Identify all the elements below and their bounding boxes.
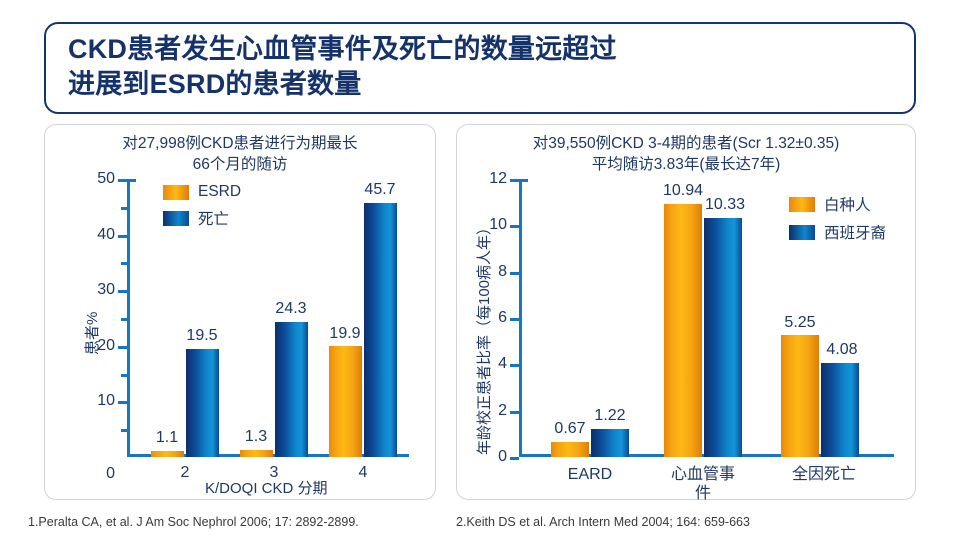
left-legend-label-esrd: ESRD xyxy=(198,183,242,200)
right-bar-label-white-cv: 10.94 xyxy=(662,182,704,199)
right-bar-label-hispanic-allcause: 4.08 xyxy=(826,341,858,358)
right-y-axis-title: 年龄校正患者比率（每100病人年） xyxy=(476,219,493,455)
right-bar-hispanic-cv xyxy=(704,217,742,457)
left-ytick-label-10: 10 xyxy=(97,392,115,410)
left-bar-label-esrd-stage3: 1.3 xyxy=(244,428,268,445)
left-ytick-50 xyxy=(118,179,127,182)
right-bar-white-allcause xyxy=(781,335,819,457)
right-ytick-label-10: 10 xyxy=(489,216,507,234)
right-cat-label-cv: 心血管事 件 xyxy=(671,465,735,503)
left-ytick-35 xyxy=(121,262,127,266)
left-chart-panel: 对27,998例CKD患者进行为期最长 66个月的随访 50 40 30 20 … xyxy=(44,124,436,500)
left-ytick-5 xyxy=(121,429,127,433)
right-chart-legend: 白种人 西班牙裔 xyxy=(789,193,886,249)
left-ytick-45 xyxy=(121,206,127,210)
right-bar-hispanic-allcause xyxy=(821,362,859,457)
right-cat-label-cv-line1: 心血管事 xyxy=(670,466,736,483)
left-ytick-label-40: 40 xyxy=(97,225,115,243)
left-bar-label-death-stage4: 45.7 xyxy=(364,181,396,198)
left-ytick-25 xyxy=(121,318,127,321)
right-bar-hispanic-eard xyxy=(591,428,629,457)
left-ytick-20 xyxy=(118,345,127,349)
left-legend-swatch-death xyxy=(163,210,189,226)
right-ytick-2 xyxy=(510,410,519,414)
left-y-axis-top-cap xyxy=(127,179,136,182)
right-ytick-8 xyxy=(510,271,519,275)
right-ytick-4 xyxy=(510,364,519,368)
right-chart-panel: 对39,550例CKD 3-4期的患者(Scr 1.32±0.35) 平均随访3… xyxy=(456,124,916,502)
right-ytick-label-2: 2 xyxy=(498,401,507,419)
right-chart-title-line-1: 对39,550例CKD 3-4期的患者(Scr 1.32±0.35) xyxy=(532,135,840,152)
left-bar-esrd-stage3 xyxy=(240,449,273,457)
right-legend-item-hispanic[interactable]: 西班牙裔 xyxy=(789,221,886,243)
left-bar-label-death-stage3: 24.3 xyxy=(275,300,307,317)
left-legend-label-death: 死亡 xyxy=(198,211,230,228)
right-chart-title-line-2: 平均随访3.83年(最长达7年) xyxy=(591,156,781,173)
right-bar-label-hispanic-eard: 1.22 xyxy=(594,407,626,424)
left-ytick-10 xyxy=(118,401,127,405)
right-cat-label-eard: EARD xyxy=(567,466,613,483)
page-title-line-2: 进展到ESRD的患者数量 xyxy=(68,69,362,99)
left-ytick-label-50: 50 xyxy=(97,170,115,187)
left-bar-esrd-stage4 xyxy=(329,346,362,457)
left-chart-plot-area: 50 40 30 20 10 0 1.1 19.5 2 1.3 24.3 3 1… xyxy=(97,170,409,482)
left-x-axis-end-cap xyxy=(400,454,409,457)
right-ytick-label-8: 8 xyxy=(498,262,507,280)
left-chart-legend: ESRD 死亡 xyxy=(163,183,241,235)
left-chart-title: 对27,998例CKD患者进行为期最长 66个月的随访 xyxy=(45,125,435,175)
left-bar-death-stage2 xyxy=(186,348,219,457)
right-ytick-12 xyxy=(510,179,519,182)
right-legend-label-white: 白种人 xyxy=(824,197,871,214)
right-cat-label-cv-line2: 件 xyxy=(694,485,712,502)
left-bar-label-esrd-stage4: 19.9 xyxy=(329,325,361,342)
right-ytick-0 xyxy=(510,456,519,460)
left-bar-death-stage3 xyxy=(275,321,308,457)
right-chart-plot-area: 12 10 8 6 4 2 0 0.67 1.22 EARD 10.94 10.… xyxy=(489,170,894,502)
right-bar-label-white-allcause: 5.25 xyxy=(784,314,816,331)
right-ytick-6 xyxy=(510,317,519,321)
left-bar-esrd-stage2 xyxy=(151,450,184,457)
left-cat-label-stage4: 4 xyxy=(358,464,368,481)
right-ytick-10 xyxy=(510,225,519,229)
left-ytick-15 xyxy=(121,373,127,377)
left-legend-swatch-esrd xyxy=(163,184,189,200)
right-ytick-label-12: 12 xyxy=(489,170,507,187)
left-y-axis-title: 患者% xyxy=(84,311,101,355)
left-legend-item-death[interactable]: 死亡 xyxy=(163,207,241,229)
left-chart-title-line-1: 对27,998例CKD患者进行为期最长 xyxy=(122,135,358,152)
left-x-axis-title: K/DOQI CKD 分期 xyxy=(205,480,328,497)
right-bar-label-white-eard: 0.67 xyxy=(554,420,586,437)
right-ytick-label-4: 4 xyxy=(498,355,507,373)
right-legend-label-hispanic: 西班牙裔 xyxy=(824,225,887,242)
right-legend-swatch-white xyxy=(789,196,815,212)
right-legend-item-white[interactable]: 白种人 xyxy=(789,193,886,215)
footnote-reference-1: 1.Peralta CA, et al. J Am Soc Nephrol 20… xyxy=(28,515,359,529)
left-y-axis xyxy=(127,179,130,457)
right-cat-label-allcause: 全因死亡 xyxy=(791,466,857,483)
left-chart-title-line-2: 66个月的随访 xyxy=(192,156,288,173)
right-chart-title: 对39,550例CKD 3-4期的患者(Scr 1.32±0.35) 平均随访3… xyxy=(457,125,915,175)
left-cat-label-stage2: 2 xyxy=(180,464,190,481)
right-bar-white-eard xyxy=(551,441,589,457)
left-bar-label-esrd-stage2: 1.1 xyxy=(155,429,179,446)
footnote-reference-2: 2.Keith DS et al. Arch Intern Med 2004; … xyxy=(456,515,750,529)
right-legend-swatch-hispanic xyxy=(789,224,815,240)
left-ytick-label-20: 20 xyxy=(97,336,115,354)
right-y-axis-top-cap xyxy=(519,179,528,182)
right-ytick-label-0: 0 xyxy=(498,447,507,465)
right-bar-label-hispanic-cv: 10.33 xyxy=(704,196,746,213)
right-y-axis xyxy=(519,179,522,457)
left-cat-label-stage3: 3 xyxy=(269,464,279,481)
left-bar-label-death-stage2: 19.5 xyxy=(186,327,218,344)
left-ytick-label-30: 30 xyxy=(97,281,115,299)
left-legend-item-esrd[interactable]: ESRD xyxy=(163,183,241,201)
right-bar-white-cv xyxy=(664,203,702,457)
left-bar-death-stage4 xyxy=(364,203,397,457)
left-ytick-label-0: 0 xyxy=(106,465,115,482)
slide-title-banner: CKD患者发生心血管事件及死亡的数量远超过 进展到ESRD的患者数量 xyxy=(44,22,916,114)
left-ytick-30 xyxy=(118,290,127,294)
page-title-line-1: CKD患者发生心血管事件及死亡的数量远超过 xyxy=(68,34,617,64)
right-ytick-label-6: 6 xyxy=(498,308,507,326)
left-ytick-40 xyxy=(118,234,127,238)
